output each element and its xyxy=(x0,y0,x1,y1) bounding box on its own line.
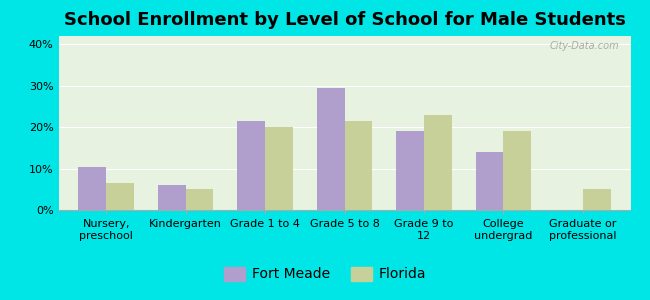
Bar xyxy=(79,167,106,210)
Bar xyxy=(396,131,424,210)
Bar xyxy=(503,131,531,210)
Bar xyxy=(106,183,134,210)
Title: School Enrollment by Level of School for Male Students: School Enrollment by Level of School for… xyxy=(64,11,625,29)
Bar xyxy=(317,88,345,210)
Bar xyxy=(237,121,265,210)
Bar xyxy=(476,152,503,210)
Text: City-Data.com: City-Data.com xyxy=(549,41,619,51)
Bar xyxy=(158,185,186,210)
Bar xyxy=(186,189,213,210)
Bar xyxy=(265,127,293,210)
Legend: Fort Meade, Florida: Fort Meade, Florida xyxy=(218,261,432,287)
Bar xyxy=(424,115,452,210)
Bar xyxy=(583,189,610,210)
Bar xyxy=(344,121,372,210)
